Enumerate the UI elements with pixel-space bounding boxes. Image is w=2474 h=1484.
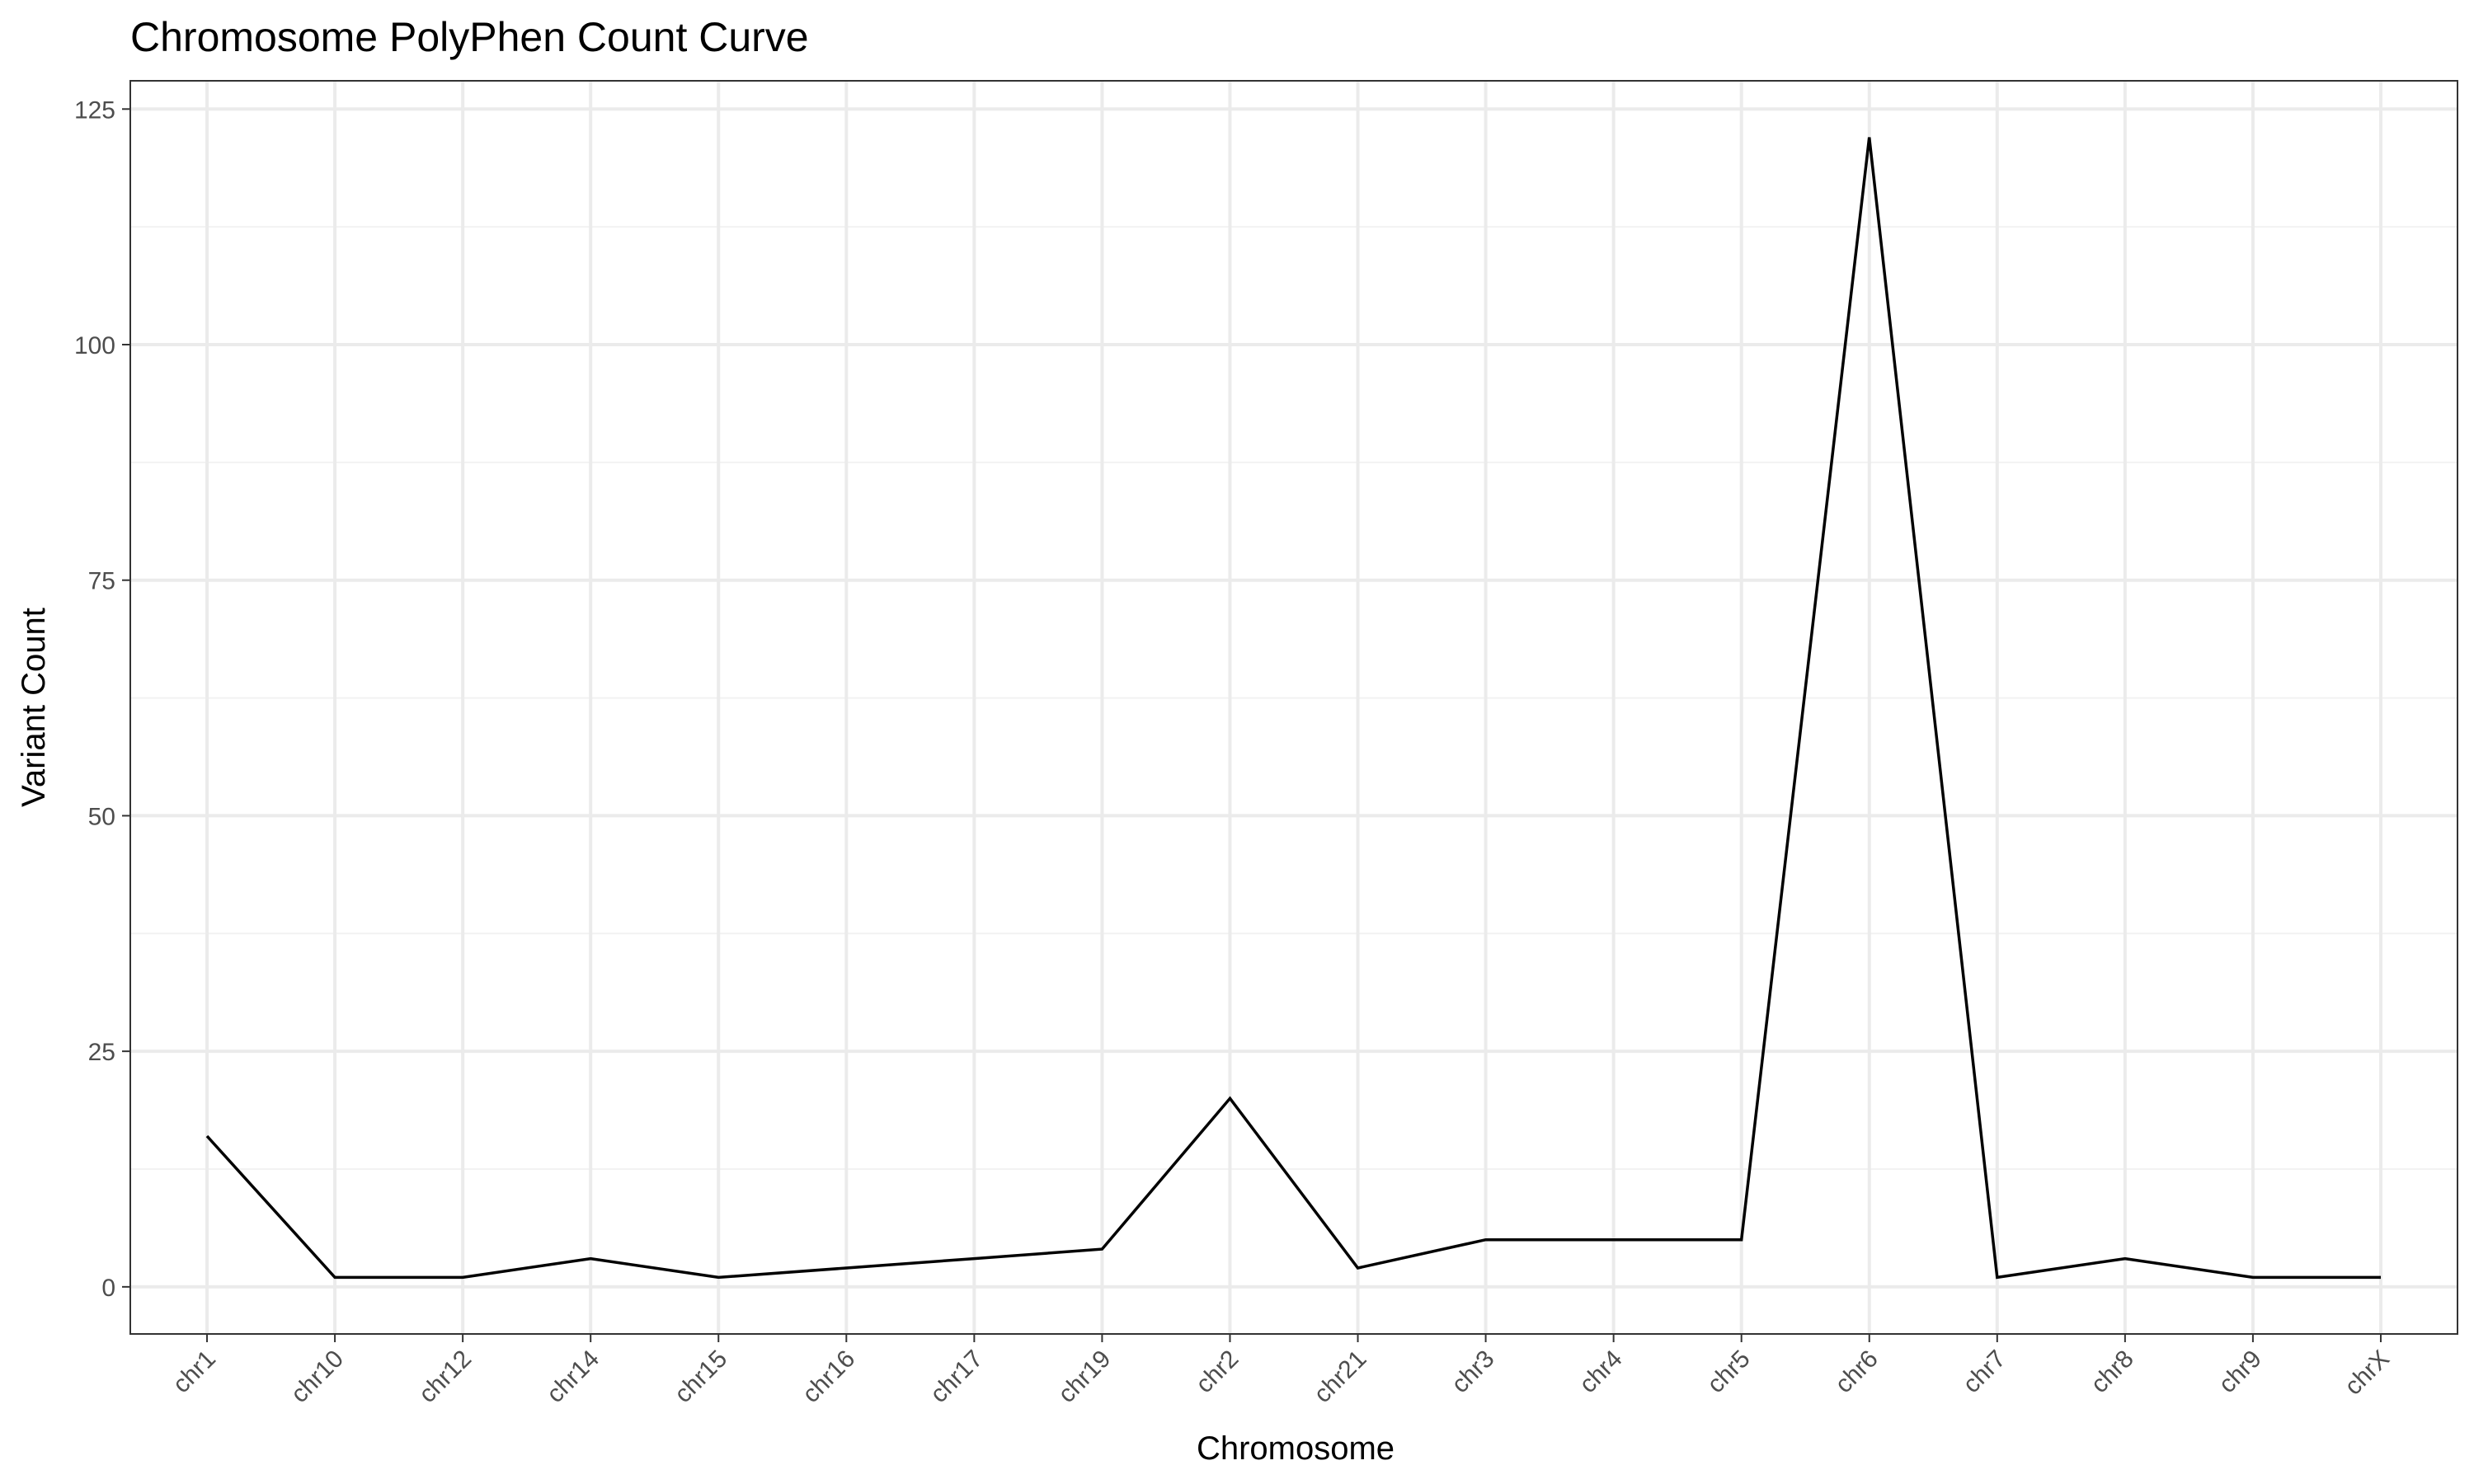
x-tick-label: chr1: [167, 1345, 221, 1399]
y-tick-label: 125: [74, 96, 115, 124]
plot-border: [129, 80, 2458, 1335]
y-tick-label: 100: [74, 332, 115, 359]
x-tick-label: chr15: [670, 1345, 732, 1408]
y-tick-label: 50: [88, 803, 115, 830]
x-tick-label: chr9: [2213, 1345, 2267, 1399]
x-tick-label: chr17: [925, 1345, 988, 1408]
x-tick-label: chr7: [1958, 1345, 2011, 1399]
y-tick-label: 25: [88, 1039, 115, 1066]
x-tick-label: chr12: [414, 1345, 477, 1408]
x-tick-label: chr8: [2086, 1345, 2139, 1399]
x-tick-label: chr16: [797, 1345, 860, 1408]
x-axis-title: Chromosome: [1197, 1430, 1395, 1467]
x-tick-label: chr19: [1053, 1345, 1116, 1408]
x-tick-label: chr2: [1191, 1345, 1244, 1399]
y-tick-label: 75: [88, 568, 115, 595]
x-tick-label: chr6: [1830, 1345, 1884, 1399]
series-line: [205, 137, 2381, 1280]
y-tick-label: 0: [101, 1275, 115, 1302]
chart-title: Chromosome PolyPhen Count Curve: [130, 14, 809, 60]
y-axis-title: Variant Count: [16, 608, 52, 807]
x-tick-label: chr10: [286, 1345, 349, 1408]
x-tick-label: chr21: [1309, 1345, 1371, 1408]
x-tick-label: chr5: [1702, 1345, 1756, 1399]
x-tick-label: chrX: [2340, 1345, 2395, 1401]
x-tick-label: chr4: [1574, 1345, 1628, 1399]
x-tick-label: chr3: [1446, 1345, 1500, 1399]
plot-panel: [130, 81, 2458, 1334]
x-tick-label: chr14: [542, 1345, 604, 1408]
